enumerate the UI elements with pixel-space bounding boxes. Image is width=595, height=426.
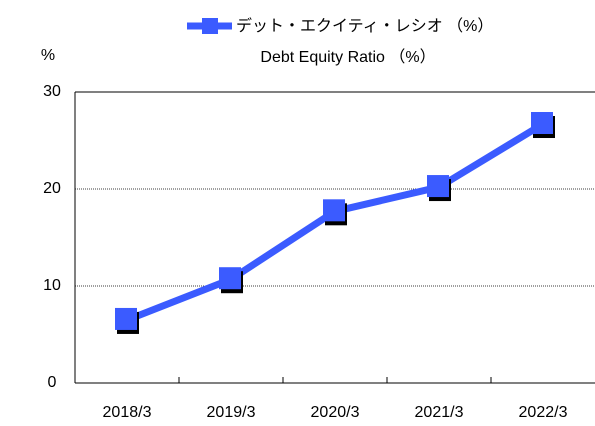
marker	[115, 307, 137, 330]
y-tick-label: 10	[43, 277, 61, 294]
marker	[531, 112, 553, 135]
x-tick-label: 2019/3	[207, 404, 256, 421]
marker	[219, 267, 241, 290]
x-tick-label: 2022/3	[519, 404, 568, 421]
legend-label: デット・エクイティ・レシオ （%）	[236, 16, 493, 35]
y-tick-label: 30	[43, 83, 61, 100]
marker	[427, 175, 449, 198]
x-tick-label: 2018/3	[103, 404, 152, 421]
x-tick-label: 2020/3	[311, 404, 360, 421]
legend-marker	[202, 18, 218, 34]
y-tick-label: 0	[48, 374, 57, 391]
y-axis-label: %	[41, 47, 55, 64]
marker	[323, 199, 345, 222]
y-tick-label: 20	[43, 180, 61, 197]
chart-subtitle: Debt Equity Ratio （%）	[260, 48, 435, 66]
x-tick-label: 2021/3	[415, 404, 464, 421]
